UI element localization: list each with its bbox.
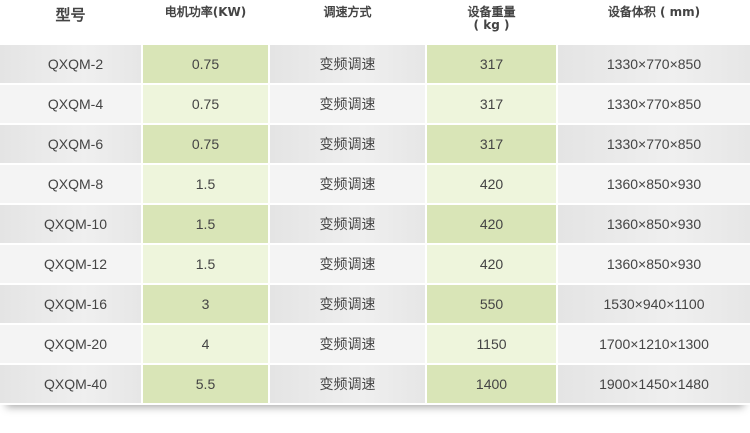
cell-speed: 变频调速 xyxy=(270,325,425,363)
cell-power: 5.5 xyxy=(143,365,268,403)
table-row: QXQM-6 0.75 变频调速 317 1330×770×850 xyxy=(0,125,750,163)
cell-size: 1530×940×1100 xyxy=(558,285,750,323)
cell-speed: 变频调速 xyxy=(270,125,425,163)
cell-power: 0.75 xyxy=(143,125,268,163)
table-row: QXQM-4 0.75 变频调速 317 1330×770×850 xyxy=(0,85,750,123)
cell-size: 1330×770×850 xyxy=(558,45,750,83)
cell-power: 3 xyxy=(143,285,268,323)
cell-model: QXQM-16 xyxy=(0,285,141,323)
cell-speed: 变频调速 xyxy=(270,245,425,283)
cell-speed: 变频调速 xyxy=(270,85,425,123)
header-weight: 设备重量 ( kg ) xyxy=(427,6,556,32)
cell-weight: 317 xyxy=(427,85,556,123)
table-header: 型号 电机功率(KW) 调速方式 设备重量 ( kg ) 设备体积 ( mm) xyxy=(0,0,750,44)
table-row: QXQM-2 0.75 变频调速 317 1330×770×850 xyxy=(0,45,750,83)
header-weight-line2: ( kg ) xyxy=(473,18,510,32)
cell-size: 1360×850×930 xyxy=(558,205,750,243)
cell-power: 0.75 xyxy=(143,45,268,83)
cell-size: 1330×770×850 xyxy=(558,85,750,123)
cell-power: 4 xyxy=(143,325,268,363)
cell-weight: 1400 xyxy=(427,365,556,403)
spec-table: QXQM-2 0.75 变频调速 317 1330×770×850 QXQM-4 0.75 变… xyxy=(0,45,750,405)
cell-power: 1.5 xyxy=(143,245,268,283)
cell-model: QXQM-4 xyxy=(0,85,141,123)
cell-speed: 变频调速 xyxy=(270,45,425,83)
cell-model: QXQM-20 xyxy=(0,325,141,363)
cell-speed: 变频调速 xyxy=(270,365,425,403)
header-model: 型号 xyxy=(55,6,86,24)
cell-model: QXQM-8 xyxy=(0,165,141,203)
table-row: QXQM-16 3 变频调速 550 1530×940×1100 xyxy=(0,285,750,323)
cell-weight: 420 xyxy=(427,245,556,283)
cell-size: 1360×850×930 xyxy=(558,245,750,283)
table-row: QXQM-8 1.5 变频调速 420 1360×850×930 xyxy=(0,165,750,203)
cell-speed: 变频调速 xyxy=(270,165,425,203)
table-row: QXQM-20 4 变频调速 1150 1700×1210×1300 xyxy=(0,325,750,363)
cell-size: 1700×1210×1300 xyxy=(558,325,750,363)
cell-weight: 550 xyxy=(427,285,556,323)
cell-speed: 变频调速 xyxy=(270,205,425,243)
cell-model: QXQM-12 xyxy=(0,245,141,283)
header-size: 设备体积 ( mm) xyxy=(607,5,701,19)
cell-power: 1.5 xyxy=(143,165,268,203)
cell-power: 0.75 xyxy=(143,85,268,123)
header-power: 电机功率(KW) xyxy=(164,5,247,19)
cell-model: QXQM-10 xyxy=(0,205,141,243)
cell-model: QXQM-6 xyxy=(0,125,141,163)
header-speed: 调速方式 xyxy=(323,5,372,19)
cell-weight: 420 xyxy=(427,205,556,243)
cell-model: QXQM-40 xyxy=(0,365,141,403)
table-row: QXQM-12 1.5 变频调速 420 1360×850×930 xyxy=(0,245,750,283)
cell-speed: 变频调速 xyxy=(270,285,425,323)
cell-model: QXQM-2 xyxy=(0,45,141,83)
header-weight-line1: 设备重量 xyxy=(467,5,516,19)
cell-weight: 317 xyxy=(427,45,556,83)
cell-size: 1360×850×930 xyxy=(558,165,750,203)
cell-size: 1900×1450×1480 xyxy=(558,365,750,403)
cell-power: 1.5 xyxy=(143,205,268,243)
table-row: QXQM-10 1.5 变频调速 420 1360×850×930 xyxy=(0,205,750,243)
cell-weight: 420 xyxy=(427,165,556,203)
table-row: QXQM-40 5.5 变频调速 1400 1900×1450×1480 xyxy=(0,365,750,403)
cell-weight: 317 xyxy=(427,125,556,163)
cell-size: 1330×770×850 xyxy=(558,125,750,163)
cell-weight: 1150 xyxy=(427,325,556,363)
